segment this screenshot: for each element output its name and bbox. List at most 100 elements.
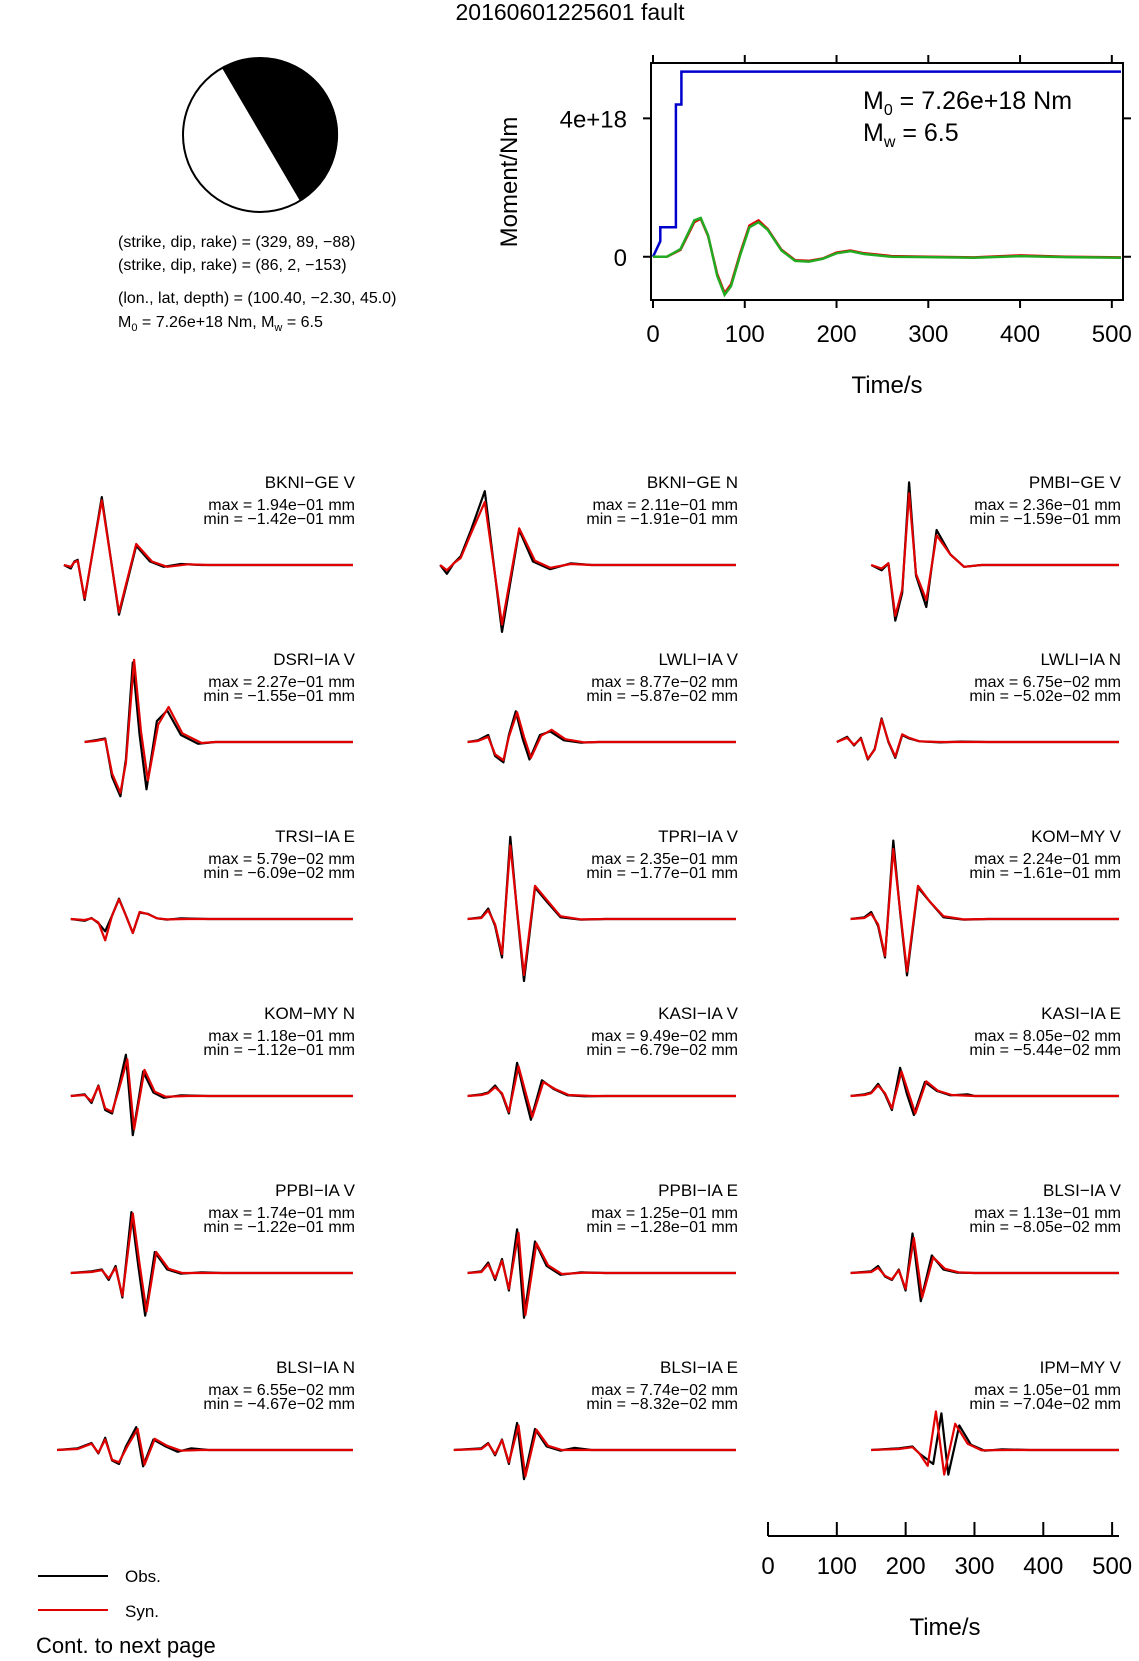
moment-x-tick-label: 0 bbox=[646, 321, 659, 348]
station-label: BLSI−IA V bbox=[1043, 1181, 1122, 1200]
figure-title: 20160601225601 fault bbox=[456, 0, 686, 25]
time-axis-tick-label: 400 bbox=[1023, 1553, 1063, 1580]
max-amplitude-label: max = 2.36e−01 mm bbox=[974, 497, 1121, 514]
moment-x-tick-label: 200 bbox=[817, 321, 857, 348]
station-label: KOM−MY N bbox=[264, 1004, 355, 1023]
synthetic-trace bbox=[850, 1070, 1119, 1115]
moment-annotation-m0: M0 = 7.26e+18 Nm bbox=[863, 87, 1072, 119]
min-amplitude-label: min = −5.44e−02 mm bbox=[969, 1042, 1121, 1059]
max-amplitude-label: max = 6.75e−02 mm bbox=[974, 674, 1121, 691]
station-label: BLSI−IA E bbox=[660, 1358, 738, 1377]
max-amplitude-label: max = 5.79e−02 mm bbox=[208, 851, 355, 868]
min-amplitude-label: min = −6.09e−02 mm bbox=[203, 865, 355, 882]
mechanism-moment-line: M0 = 7.26e+18 Nm, Mw = 6.5 bbox=[118, 314, 323, 334]
time-axis-tick-label: 0 bbox=[761, 1553, 774, 1580]
moment-axes: 0 100 200 300 400 500 0 4e+18 bbox=[560, 55, 1132, 348]
moment-y-tick-label: 4e+18 bbox=[560, 106, 627, 133]
station-label: PPBI−IA E bbox=[658, 1181, 738, 1200]
moment-plot-frame bbox=[650, 62, 1124, 301]
max-amplitude-label: max = 7.74e−02 mm bbox=[591, 1382, 738, 1399]
station-label: BLSI−IA N bbox=[276, 1358, 355, 1377]
moment-annotation-mw: Mw = 6.5 bbox=[863, 119, 959, 151]
min-amplitude-label: min = −5.87e−02 mm bbox=[586, 688, 738, 705]
min-amplitude-label: min = −1.91e−01 mm bbox=[586, 511, 738, 528]
max-amplitude-label: max = 2.35e−01 mm bbox=[591, 851, 738, 868]
focal-mechanism-beachball bbox=[182, 57, 339, 213]
station-label: DSRI−IA V bbox=[273, 650, 355, 669]
min-amplitude-label: min = −4.67e−02 mm bbox=[203, 1396, 355, 1413]
moment-series bbox=[651, 70, 1122, 298]
synthetic-trace bbox=[850, 1236, 1119, 1299]
moment-y-tick-label: 0 bbox=[614, 245, 627, 272]
observed-trace bbox=[850, 1232, 1119, 1303]
continuation-note: Cont. to next page bbox=[36, 1633, 216, 1658]
synthetic-trace bbox=[467, 1065, 736, 1119]
observed-trace bbox=[871, 1412, 1119, 1476]
station-label: BKNI−GE V bbox=[265, 473, 356, 492]
max-amplitude-label: max = 9.49e−02 mm bbox=[591, 1028, 738, 1045]
min-amplitude-label: min = −1.55e−01 mm bbox=[203, 688, 355, 705]
synthetic-trace bbox=[57, 1427, 353, 1466]
moment-x-tick-label: 300 bbox=[908, 321, 948, 348]
station-label: PMBI−GE V bbox=[1029, 473, 1122, 492]
synthetic-trace bbox=[836, 718, 1119, 760]
mechanism-line-2: (strike, dip, rake) = (86, 2, −153) bbox=[118, 257, 347, 274]
min-amplitude-label: min = −1.61e−01 mm bbox=[969, 865, 1121, 882]
min-amplitude-label: min = −1.28e−01 mm bbox=[586, 1219, 738, 1236]
legend-obs-label: Obs. bbox=[125, 1567, 161, 1586]
synthetic-trace bbox=[439, 500, 736, 626]
max-amplitude-label: max = 1.18e−01 mm bbox=[208, 1028, 355, 1045]
moment-x-label: Time/s bbox=[851, 372, 922, 399]
synthetic-trace bbox=[850, 847, 1119, 973]
moment-x-tick-label: 100 bbox=[725, 321, 765, 348]
station-label: PPBI−IA V bbox=[275, 1181, 356, 1200]
waveform-time-axis: 0 100 200 300 400 500 bbox=[761, 1522, 1132, 1580]
synthetic-trace bbox=[453, 1424, 736, 1478]
min-amplitude-label: min = −1.22e−01 mm bbox=[203, 1219, 355, 1236]
observed-trace bbox=[836, 717, 1119, 761]
min-amplitude-label: min = −8.05e−02 mm bbox=[969, 1219, 1121, 1236]
min-amplitude-label: min = −7.04e−02 mm bbox=[969, 1396, 1121, 1413]
station-label: LWLI−IA N bbox=[1041, 650, 1121, 669]
station-label: TPRI−IA V bbox=[658, 827, 738, 846]
max-amplitude-label: max = 1.25e−01 mm bbox=[591, 1205, 738, 1222]
synthetic-trace bbox=[467, 844, 736, 977]
waveform-x-label: Time/s bbox=[909, 1614, 980, 1641]
moment-y-label: Moment/Nm bbox=[496, 117, 523, 248]
min-amplitude-label: min = −1.59e−01 mm bbox=[969, 511, 1121, 528]
synthetic-trace bbox=[63, 499, 353, 614]
synthetic-trace bbox=[70, 898, 353, 942]
min-amplitude-label: min = −1.77e−01 mm bbox=[586, 865, 738, 882]
time-axis-tick-label: 200 bbox=[886, 1553, 926, 1580]
mechanism-line-3: (lon., lat, depth) = (100.40, −2.30, 45.… bbox=[118, 290, 396, 307]
max-amplitude-label: max = 2.27e−01 mm bbox=[208, 674, 355, 691]
time-axis-tick-label: 300 bbox=[954, 1553, 994, 1580]
station-label: KASI−IA E bbox=[1041, 1004, 1121, 1023]
synthetic-trace bbox=[870, 492, 1119, 617]
max-amplitude-label: max = 1.94e−01 mm bbox=[208, 497, 355, 514]
synthetic-trace bbox=[70, 1058, 353, 1131]
moment-x-tick-label: 500 bbox=[1092, 321, 1132, 348]
max-amplitude-label: max = 1.74e−01 mm bbox=[208, 1205, 355, 1222]
moment-x-tick-label: 400 bbox=[1000, 321, 1040, 348]
station-label: LWLI−IA V bbox=[658, 650, 738, 669]
synthetic-trace bbox=[70, 1212, 353, 1313]
time-axis-tick-label: 500 bbox=[1092, 1553, 1132, 1580]
min-amplitude-label: min = −8.32e−02 mm bbox=[586, 1396, 738, 1413]
